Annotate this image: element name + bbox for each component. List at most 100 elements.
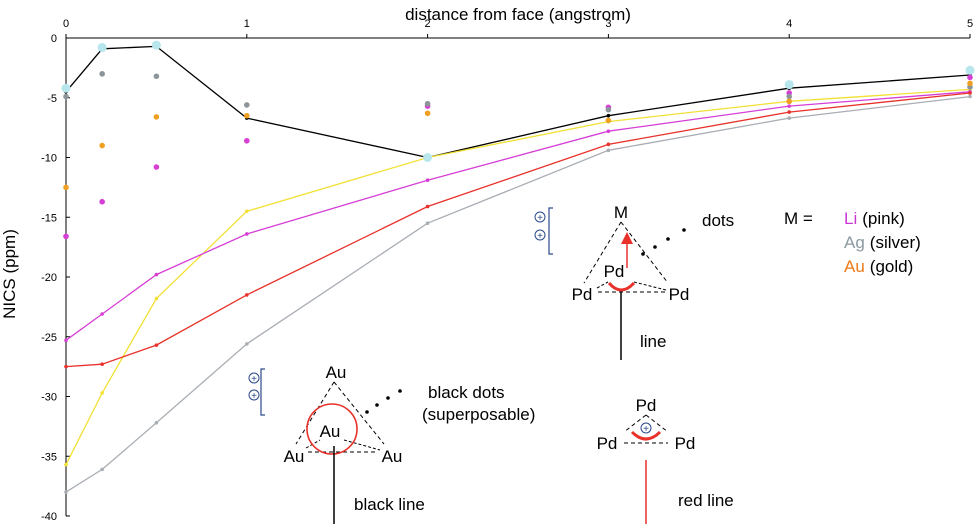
diagram-pd-m: M Pd Pd Pd dots line + + (534, 203, 734, 360)
series-layer (61, 40, 975, 494)
plus-circle-icon (640, 422, 652, 434)
series-point-pink-line (425, 178, 430, 183)
diagram-au-red-circle (306, 403, 358, 455)
series-dot-gray-dots (63, 93, 69, 100)
legend-entry-au-symbol: Au (844, 257, 865, 276)
y-tick-label: 0 (51, 33, 57, 45)
diagram-pd-m-dashed-edge (596, 281, 609, 289)
series-dot-gray-dots (99, 71, 105, 77)
plus-circle-icon (534, 229, 546, 241)
series-point-red-line (968, 91, 972, 95)
series-point-red-line (787, 110, 791, 114)
series-dot-orange-dots (786, 98, 792, 105)
series-line-red-line (65, 92, 971, 368)
plus-sign: + (643, 424, 649, 435)
series-dot-orange-dots (244, 112, 250, 119)
metal-legend-m-label: M = (784, 209, 813, 228)
diagram-pd-m-red-arc (607, 281, 636, 292)
series-dot-light-blue-dots (151, 40, 161, 50)
series-point-pink-line (100, 312, 104, 316)
diagram-au-dashed-edge (295, 381, 335, 445)
series-point-pink-line (154, 272, 159, 277)
y-tick-label: -25 (41, 332, 57, 344)
series-point-red-line (100, 362, 104, 367)
series-dot-orange-dots (967, 80, 973, 87)
series-point-red-line (425, 204, 430, 209)
dot-marker (666, 237, 670, 241)
diagram-pd-line-label: red line (678, 491, 734, 510)
series-point-pink-line (64, 338, 68, 343)
series-dot-orange-dots (153, 114, 160, 120)
plus-circle-icon (248, 372, 260, 384)
series-dot-gray-dots (605, 106, 612, 113)
series-dot-gray-dots (786, 93, 792, 100)
y-tick-label: -10 (41, 153, 57, 165)
y-axis-title: NICS (ppm) (0, 229, 19, 319)
metal-legend: M = Li (pink) Ag (silver) Au (gold) (784, 209, 921, 276)
series-dot-orange-dots (605, 117, 612, 124)
diagram-pd-left-label: Pd (597, 434, 618, 453)
diagram-au-dots-label: black dots (428, 383, 505, 402)
legend-entry-ag-symbol: Ag (844, 233, 865, 252)
series-dot-gray-dots (424, 100, 431, 107)
series-dot-light-blue-dots (61, 83, 71, 93)
diagram-pd-dashed-edge (645, 414, 669, 433)
y-tick-marks: 0 -5 -10 -15 -20 -25 -30 -35 -40 (41, 33, 70, 523)
dot-marker (398, 389, 402, 393)
plus-circle-icon (534, 211, 546, 223)
series-dot-gray-dots (244, 102, 250, 108)
series-dot-orange-dots (99, 142, 105, 149)
x-tick-label: 1 (244, 18, 250, 30)
diagram-au-dashed-edge (343, 439, 381, 451)
diagram-pd-m-center-label: Pd (604, 262, 625, 281)
series-point-red-line (245, 293, 249, 297)
series-point-pink-line (606, 129, 611, 134)
series-dot-orange-dots (424, 110, 431, 117)
diagram-au-top-label: Au (326, 363, 347, 382)
series-dot-light-blue-dots (784, 80, 794, 90)
series-point-gray-line (64, 490, 68, 494)
diagram-pd-m-dashed-edge (620, 221, 669, 284)
legend-entry-au-text: (gold) (870, 257, 913, 276)
series-point-yellow-line (64, 462, 68, 467)
series-dot-pink-dots (99, 198, 105, 205)
dot-marker (365, 410, 369, 414)
series-dot-pink-dots (967, 74, 973, 81)
diagram-au: Au Au Au Au black dots (superposable) bl… (248, 363, 535, 524)
diagram-pd-m-arrowhead (621, 232, 633, 244)
y-tick-label: -5 (47, 93, 57, 105)
diagram-pd: + Pd Pd Pd red line (597, 396, 734, 524)
series-point-red-line (64, 364, 68, 369)
series-line-pink-line (65, 91, 971, 341)
diagram-pd-m-line-label: line (640, 332, 666, 351)
diagram-pd-m-top-label: M (614, 203, 628, 222)
series-point-gray-line (787, 116, 791, 120)
series-dot-pink-dots (153, 164, 160, 170)
y-tick-label: -20 (41, 272, 57, 284)
dot-marker (375, 403, 379, 407)
diagram-au-right-label: Au (382, 447, 403, 466)
series-dot-light-blue-dots (97, 43, 107, 53)
series-dot-gray-dots (153, 73, 160, 80)
diagram-pd-m-left-label: Pd (572, 285, 593, 304)
x-tick-label: 0 (63, 18, 69, 30)
diagram-pd-dashed-edge (623, 414, 647, 433)
diagram-pd-m-dashed-edge (583, 221, 622, 284)
diagram-au-dots-sublabel: (superposable) (422, 405, 535, 424)
plus-circle-icon (248, 389, 260, 401)
diagram-au-dashed-edge (305, 439, 321, 449)
series-dot-light-blue-dots (965, 65, 975, 75)
x-tick-marks: 0 1 2 3 4 5 (63, 18, 973, 38)
plus-sign: + (537, 231, 543, 242)
series-point-yellow-line (245, 209, 249, 214)
series-point-gray-line (425, 221, 430, 226)
y-tick-label: -30 (41, 392, 57, 404)
series-dot-pink-dots (244, 137, 250, 144)
diagram-au-center-label: Au (320, 422, 341, 441)
plus-sign: + (537, 213, 543, 224)
series-point-pink-line (787, 104, 791, 108)
dot-marker (641, 252, 645, 256)
diagram-au-left-label: Au (284, 447, 305, 466)
series-point-yellow-line (100, 391, 104, 395)
